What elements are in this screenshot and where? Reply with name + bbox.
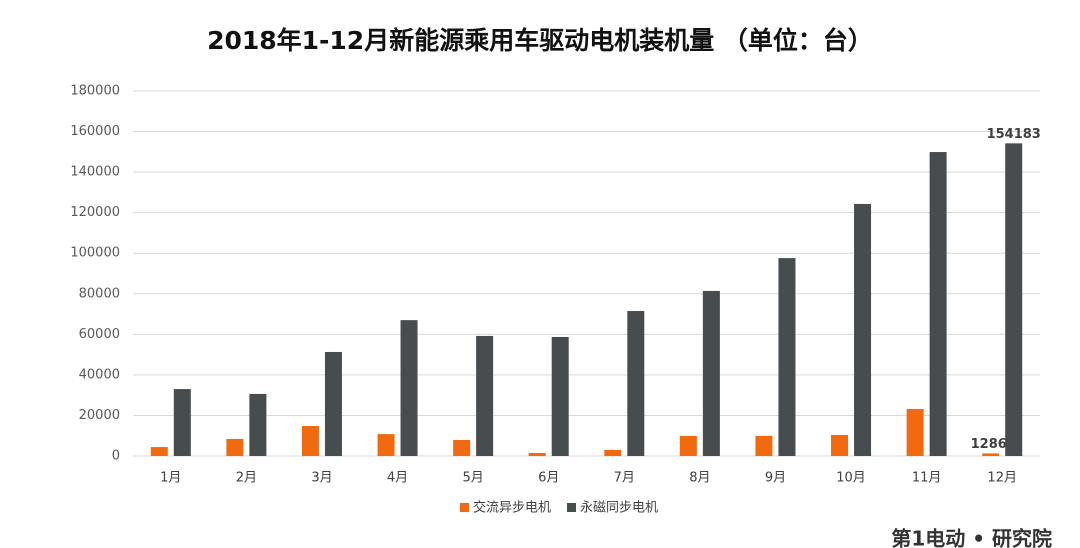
y-tick-label: 40000 (79, 367, 120, 382)
y-tick-label: 100000 (70, 246, 120, 261)
x-tick-label: 3月 (311, 471, 332, 486)
bar (831, 434, 849, 456)
y-tick-label: 20000 (79, 408, 120, 423)
legend-label: 永磁同步电机 (580, 501, 658, 516)
bar (173, 389, 191, 456)
bar (604, 449, 622, 456)
bar (476, 335, 494, 456)
bar (982, 453, 1000, 456)
x-tick-label: 10月 (836, 471, 866, 486)
legend-swatch (567, 503, 577, 512)
x-tick-label: 9月 (765, 471, 786, 486)
x-tick-label: 1月 (160, 471, 181, 486)
x-tick-label: 4月 (387, 471, 408, 486)
chart-title: 2018年1-12月新能源乘用车驱动电机装机量 （单位：台） (207, 26, 873, 55)
bar (453, 439, 471, 456)
bar (679, 435, 697, 456)
y-tick-label: 0 (112, 449, 120, 464)
x-tick-label: 7月 (614, 471, 635, 486)
bar (226, 438, 244, 456)
bar (906, 408, 924, 456)
bar (249, 393, 267, 456)
bar (778, 258, 796, 456)
bar (150, 447, 168, 456)
bar (702, 290, 720, 456)
bar (627, 311, 645, 456)
y-tick-label: 120000 (70, 205, 120, 220)
x-tick-label: 6月 (538, 471, 559, 486)
bar (929, 152, 947, 456)
watermark: 第1电动 • 研究院 (891, 527, 1052, 548)
y-tick-label: 60000 (79, 327, 120, 342)
bar (854, 203, 872, 456)
y-tick-label: 80000 (79, 286, 120, 301)
bar (551, 336, 569, 456)
data-label: 154183 (987, 127, 1041, 142)
y-tick-label: 140000 (70, 165, 120, 180)
bar (301, 425, 319, 456)
x-tick-label: 2月 (236, 471, 257, 486)
x-tick-label: 8月 (689, 471, 710, 486)
bar (324, 351, 342, 456)
legend-label: 交流异步电机 (473, 500, 551, 516)
x-tick-label: 11月 (912, 471, 942, 486)
data-label: 1286 (971, 437, 1007, 452)
y-tick-label: 160000 (70, 124, 120, 139)
y-tick-label: 180000 (70, 84, 120, 99)
x-tick-label: 12月 (987, 471, 1017, 486)
bar (400, 320, 418, 456)
x-tick-label: 5月 (462, 471, 483, 486)
bar (755, 435, 773, 456)
legend-swatch (460, 503, 469, 512)
bar (1005, 143, 1023, 456)
bar (377, 434, 395, 456)
bar (528, 452, 546, 456)
